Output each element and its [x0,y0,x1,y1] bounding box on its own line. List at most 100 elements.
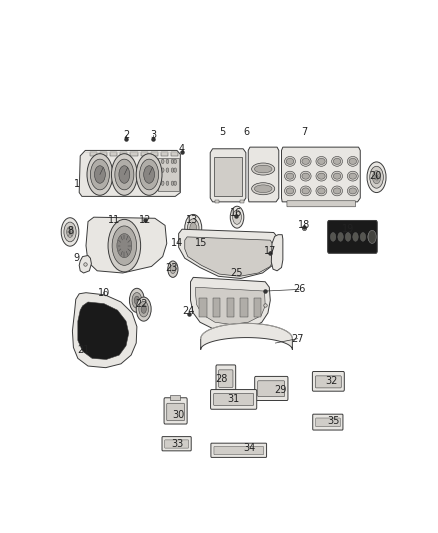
Circle shape [140,159,159,190]
Circle shape [190,223,197,233]
FancyBboxPatch shape [312,372,344,391]
Ellipse shape [318,158,325,164]
FancyBboxPatch shape [165,440,188,448]
Polygon shape [86,217,167,273]
Ellipse shape [302,188,309,194]
Circle shape [171,159,174,164]
Circle shape [170,265,176,273]
Bar [254,297,261,317]
Circle shape [161,168,164,172]
Circle shape [134,296,140,304]
Polygon shape [248,147,279,202]
Circle shape [87,154,113,195]
Circle shape [372,171,381,184]
Ellipse shape [285,186,295,196]
Text: 16: 16 [230,208,243,218]
Ellipse shape [302,173,309,179]
Text: 25: 25 [230,268,243,278]
Circle shape [115,159,134,190]
Ellipse shape [347,186,358,196]
Bar [110,152,117,157]
Circle shape [174,159,177,164]
Bar [199,297,207,317]
Polygon shape [282,147,360,202]
Circle shape [139,301,148,317]
Text: 30: 30 [173,410,185,421]
Polygon shape [72,293,137,368]
Text: 23: 23 [166,263,178,272]
Bar [158,158,179,191]
Text: 35: 35 [327,416,339,426]
FancyBboxPatch shape [167,403,184,421]
FancyBboxPatch shape [162,437,191,451]
Circle shape [90,159,110,190]
Text: 28: 28 [215,374,227,384]
Circle shape [345,232,351,241]
Circle shape [161,159,164,164]
Bar [120,152,127,157]
Ellipse shape [333,188,341,194]
FancyBboxPatch shape [211,390,257,409]
Ellipse shape [332,171,343,181]
Circle shape [141,305,146,313]
Ellipse shape [285,157,295,166]
FancyBboxPatch shape [287,201,356,207]
Bar [171,152,178,157]
Text: 29: 29 [274,384,287,394]
Circle shape [370,166,383,188]
Ellipse shape [300,171,311,181]
Ellipse shape [349,158,357,164]
Text: 7: 7 [301,127,307,138]
Ellipse shape [286,173,294,179]
Polygon shape [179,229,279,278]
Ellipse shape [316,171,327,181]
Circle shape [187,219,199,237]
Ellipse shape [318,173,325,179]
Circle shape [353,232,358,241]
Ellipse shape [300,186,311,196]
Ellipse shape [251,183,275,195]
Text: 21: 21 [78,345,90,354]
Ellipse shape [333,158,341,164]
Ellipse shape [332,186,343,196]
Bar [240,200,244,204]
Circle shape [132,293,142,308]
Circle shape [166,168,169,172]
Circle shape [64,222,76,242]
Bar [226,297,234,317]
Circle shape [144,166,155,183]
Ellipse shape [285,171,295,181]
FancyBboxPatch shape [315,376,341,388]
Ellipse shape [333,173,341,179]
Ellipse shape [316,157,327,166]
Polygon shape [214,157,243,196]
Circle shape [230,206,244,228]
Text: 20: 20 [369,171,382,181]
Text: 17: 17 [264,246,276,256]
Circle shape [338,232,343,241]
Text: 22: 22 [135,298,148,309]
Ellipse shape [254,165,272,173]
Bar [141,152,148,157]
Bar [161,152,168,157]
Text: 9: 9 [74,253,80,263]
Circle shape [130,288,145,312]
Ellipse shape [286,158,294,164]
Text: 31: 31 [227,394,239,404]
Text: 34: 34 [244,443,256,453]
FancyBboxPatch shape [313,414,343,430]
Ellipse shape [318,188,325,194]
Text: 12: 12 [138,215,151,225]
Text: 27: 27 [291,334,304,344]
Circle shape [233,210,241,224]
Polygon shape [201,324,293,350]
Circle shape [330,232,336,241]
FancyBboxPatch shape [328,221,377,253]
FancyBboxPatch shape [254,376,288,400]
FancyBboxPatch shape [216,365,236,391]
Circle shape [360,232,366,241]
Bar [215,200,219,204]
FancyBboxPatch shape [214,393,254,406]
Polygon shape [79,255,92,273]
Polygon shape [196,287,265,325]
